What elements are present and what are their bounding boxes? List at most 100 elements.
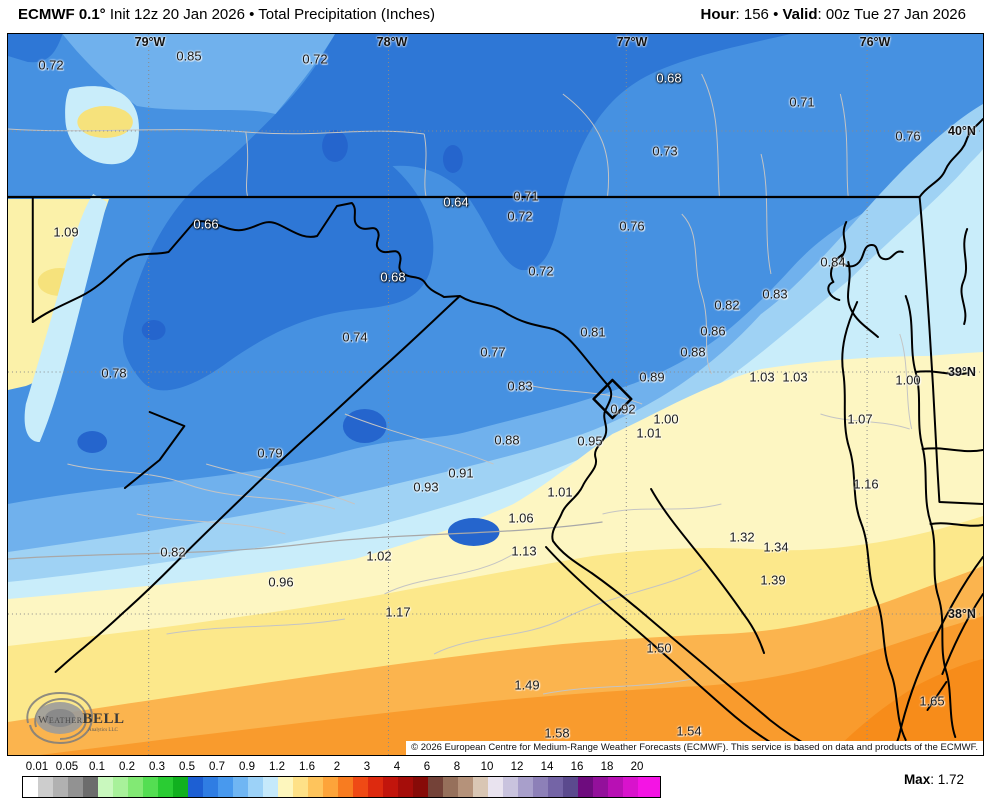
colorbar-cell [458, 777, 473, 797]
mid-sep: • [768, 6, 783, 23]
longitude-label: 77°W [616, 35, 648, 49]
longitude-label: 78°W [376, 35, 408, 49]
colorbar-cell [383, 777, 398, 797]
valid-sep: : [817, 6, 826, 23]
grid-value-label: 1.00 [653, 411, 679, 427]
grid-value-label: 1.58 [544, 725, 570, 741]
logo-swirl-icon: WeatherBELL Analytics LLC [26, 691, 125, 745]
colorbar-tick-label: 0.01 [25, 761, 49, 773]
max-value: Max: 1.72 [904, 772, 964, 787]
colorbar-cell [38, 777, 53, 797]
colorbar-tick-label: 0.1 [89, 761, 105, 773]
grid-value-label: 1.32 [729, 529, 755, 545]
colorbar-cell [308, 777, 323, 797]
grid-value-label: 0.72 [38, 57, 64, 73]
colorbar-cell [563, 777, 578, 797]
colorbar-tick-label: 20 [630, 761, 644, 773]
colorbar-cell [638, 777, 660, 797]
colorbar-scale-labels: 0.01 0.05 0.1 0.2 0.3 0.5 0.7 0.9 1.2 1.6 2 3 4 6 8 10 1… [0, 761, 760, 775]
grid-value-label: 1.39 [760, 572, 786, 588]
colorbar-cell [293, 777, 308, 797]
colorbar-tick-label: 0.9 [239, 761, 255, 773]
county-lines [8, 73, 913, 695]
dc-boundary [592, 378, 633, 420]
grid-value-label: 0.68 [656, 70, 682, 86]
title-subtitle: Init 12z 20 Jan 2026 • Total Precipitati… [105, 6, 436, 23]
valid-value: 00z Tue 27 Jan 2026 [825, 6, 966, 23]
colorbar-cell [353, 777, 368, 797]
valid-label: Valid [782, 6, 818, 23]
grid-value-label: 1.00 [895, 372, 921, 388]
grid-value-label: 0.72 [528, 263, 554, 279]
grid-value-label: 0.88 [494, 432, 520, 448]
grid-value-label: 1.03 [749, 369, 775, 385]
grid-value-label: 0.71 [789, 94, 815, 110]
colorbar-cell [488, 777, 503, 797]
grid-value-label: 0.77 [480, 344, 506, 360]
valid-time: Hour: 156 • Valid: 00z Tue 27 Jan 2026 [701, 6, 966, 23]
grid-value-label: 0.83 [762, 286, 788, 302]
colorbar-cell [518, 777, 533, 797]
colorbar-tick-label: 4 [393, 761, 401, 773]
grid-value-label: 0.85 [176, 48, 202, 64]
colorbar-cell [623, 777, 638, 797]
grid-value-label: 0.76 [619, 218, 645, 234]
grid-value-label: 0.89 [639, 369, 665, 385]
colorbar-cell [593, 777, 608, 797]
colorbar [22, 776, 661, 798]
grid-value-label: 0.81 [580, 324, 606, 340]
colorbar-cell [443, 777, 458, 797]
colorbar-tick-label: 0.7 [209, 761, 225, 773]
grid-value-label: 0.64 [443, 194, 469, 210]
colorbar-cell [218, 777, 233, 797]
state-boundaries [8, 118, 983, 755]
hour-value: 156 [743, 6, 769, 23]
colorbar-cell [503, 777, 518, 797]
colorbar-cell [608, 777, 623, 797]
grid-value-label: 0.86 [700, 323, 726, 339]
colorbar-tick-label: 3 [363, 761, 371, 773]
grid-value-label: 0.93 [413, 479, 439, 495]
grid-value-label: 1.02 [366, 548, 392, 564]
grid-value-label: 1.54 [676, 723, 702, 739]
logo-text-analytics: Analytics LLC [88, 728, 119, 733]
colorbar-cell [143, 777, 158, 797]
colorbar-cell [173, 777, 188, 797]
colorbar-cell [98, 777, 113, 797]
hour-label: Hour [700, 6, 736, 23]
grid-value-label: 0.68 [380, 269, 406, 285]
colorbar-cell [473, 777, 488, 797]
grid-value-label: 0.71 [513, 188, 539, 204]
grid-value-label: 0.92 [610, 401, 636, 417]
colorbar-tick-label: 14 [540, 761, 554, 773]
colorbar-tick-label: 8 [453, 761, 461, 773]
grid-value-label: 1.34 [763, 539, 789, 555]
colorbar-cell [413, 777, 428, 797]
grid-value-label: 0.96 [268, 574, 294, 590]
colorbar-cell [263, 777, 278, 797]
colorbar-cell [428, 777, 443, 797]
grid-value-label: 0.82 [714, 297, 740, 313]
colorbar-cell [23, 777, 38, 797]
grid-value-label: 0.84 [820, 254, 846, 270]
grid-value-label: 1.03 [782, 369, 808, 385]
grid-value-label: 0.76 [895, 128, 921, 144]
colorbar-cell [158, 777, 173, 797]
latitude-label: 40°N [948, 124, 976, 138]
colorbar-cell [113, 777, 128, 797]
colorbar-tick-label: 0.5 [179, 761, 195, 773]
model-name: ECMWF 0.1° [18, 6, 106, 23]
colorbar-cell [128, 777, 143, 797]
logo-text-weather: WeatherBELL [38, 711, 125, 727]
colorbar-cell [188, 777, 203, 797]
colorbar-tick-label: 1.2 [269, 761, 285, 773]
grid-value-label: 0.73 [652, 143, 678, 159]
colorbar-tick-label: 2 [333, 761, 341, 773]
grid-value-label: 0.88 [680, 344, 706, 360]
colorbar-cell [248, 777, 263, 797]
grid-value-label: 1.07 [847, 411, 873, 427]
colorbar-tick-label: 16 [570, 761, 584, 773]
colorbar-cell [548, 777, 563, 797]
colorbar-tick-label: 12 [510, 761, 524, 773]
grid-value-label: 0.95 [577, 433, 603, 449]
